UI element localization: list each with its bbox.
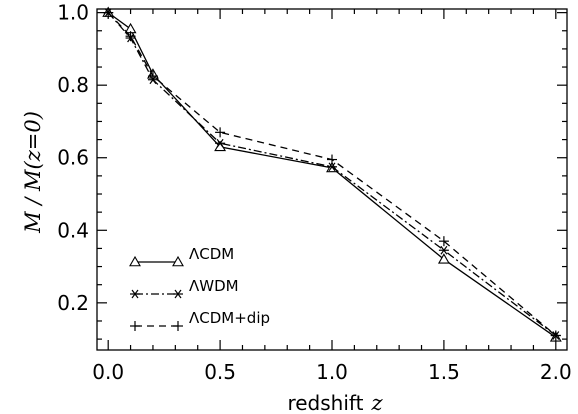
y-axis-title: M / M(z=0) bbox=[21, 111, 45, 234]
series-line-2 bbox=[107, 12, 557, 337]
plot-frame bbox=[96, 8, 568, 351]
x-axis-title-var: z bbox=[370, 391, 383, 414]
series-3-point bbox=[215, 127, 226, 138]
legend-marker bbox=[129, 255, 141, 267]
series-3-point bbox=[147, 71, 158, 82]
legend-label-3: ΛCDM+dip bbox=[189, 309, 270, 327]
x-tick-label: 2.0 bbox=[540, 360, 572, 384]
y-tick-label: 1.0 bbox=[57, 1, 89, 25]
series-line-1 bbox=[107, 12, 557, 338]
series-3-point bbox=[103, 7, 114, 18]
x-axis-title: redshift z bbox=[287, 391, 383, 414]
series-2-point bbox=[438, 245, 449, 255]
y-tick-label: 0.2 bbox=[57, 291, 89, 315]
y-tick-label: 0.4 bbox=[57, 218, 89, 242]
series-3-point bbox=[550, 330, 561, 341]
legend-marker bbox=[173, 289, 183, 299]
x-tick-label: 0.5 bbox=[204, 360, 236, 384]
series-2-point bbox=[327, 162, 337, 172]
legend-label-2: ΛWDM bbox=[189, 277, 239, 295]
y-tick-label: 0.8 bbox=[57, 73, 89, 97]
series-3-point bbox=[438, 236, 449, 247]
series-3-point bbox=[327, 154, 337, 165]
x-tick-label: 0.0 bbox=[92, 360, 124, 384]
series-1-point bbox=[437, 253, 450, 264]
series-line-3 bbox=[107, 12, 557, 336]
series-3-point bbox=[125, 31, 136, 42]
legend-marker bbox=[130, 289, 140, 299]
series-2-point bbox=[215, 138, 226, 148]
x-tick-label: 1.0 bbox=[316, 360, 348, 384]
legend-marker bbox=[173, 321, 183, 331]
legend-label-1: ΛCDM bbox=[189, 245, 234, 263]
legend-marker bbox=[172, 255, 184, 267]
legend-marker bbox=[130, 321, 140, 331]
x-axis-title-text: redshift bbox=[287, 391, 363, 414]
x-tick-label: 1.5 bbox=[428, 360, 460, 384]
y-tick-label: 0.6 bbox=[57, 146, 89, 170]
